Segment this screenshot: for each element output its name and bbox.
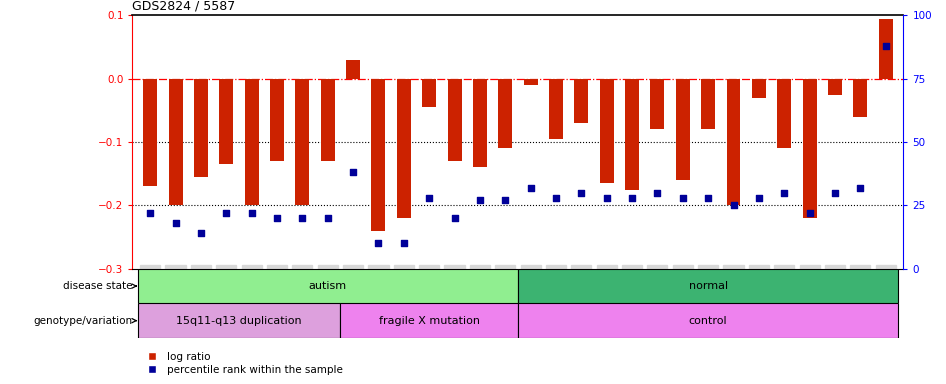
Point	[168, 220, 184, 226]
Bar	[625, 79, 639, 190]
Point	[878, 43, 893, 49]
Point	[777, 190, 792, 196]
Bar	[853, 79, 867, 117]
Point	[270, 215, 285, 221]
Point	[295, 215, 310, 221]
Text: GDS2824 / 5587: GDS2824 / 5587	[132, 0, 236, 13]
Legend: log ratio, percentile rank within the sample: log ratio, percentile rank within the sa…	[138, 348, 347, 379]
Bar	[752, 79, 766, 98]
Bar	[651, 79, 664, 129]
Point	[523, 185, 538, 191]
Bar	[137, 269, 517, 303]
Point	[852, 185, 867, 191]
Point	[751, 195, 766, 201]
Bar	[473, 79, 487, 167]
Bar	[168, 79, 183, 205]
Point	[828, 190, 843, 196]
Point	[320, 215, 335, 221]
Bar	[600, 79, 614, 183]
Point	[422, 195, 437, 201]
Bar	[194, 79, 208, 177]
Point	[396, 240, 412, 247]
Bar	[143, 79, 157, 187]
Bar	[517, 269, 899, 303]
Point	[701, 195, 716, 201]
Bar	[675, 79, 690, 180]
Bar	[346, 60, 360, 79]
Text: autism: autism	[308, 281, 347, 291]
Text: 15q11-q13 duplication: 15q11-q13 duplication	[176, 316, 302, 326]
Point	[624, 195, 639, 201]
Bar	[396, 79, 411, 218]
Bar	[219, 79, 234, 164]
Text: control: control	[689, 316, 727, 326]
Bar	[295, 79, 309, 205]
Point	[472, 197, 487, 204]
Bar	[372, 79, 385, 231]
Point	[549, 195, 564, 201]
Point	[345, 169, 360, 175]
Point	[675, 195, 691, 201]
Point	[498, 197, 513, 204]
Bar	[727, 79, 741, 205]
Point	[447, 215, 462, 221]
Point	[574, 190, 589, 196]
Point	[599, 195, 614, 201]
Point	[219, 210, 234, 216]
Point	[371, 240, 386, 247]
Bar	[341, 303, 518, 338]
Bar	[778, 79, 791, 149]
Text: disease state: disease state	[63, 281, 136, 291]
Bar	[524, 79, 537, 85]
Bar	[879, 18, 893, 79]
Point	[193, 230, 208, 237]
Bar	[828, 79, 842, 94]
Point	[650, 190, 665, 196]
Text: fragile X mutation: fragile X mutation	[378, 316, 480, 326]
Bar	[517, 303, 899, 338]
Point	[244, 210, 259, 216]
Bar	[574, 79, 588, 123]
Text: normal: normal	[689, 281, 727, 291]
Bar	[422, 79, 436, 107]
Bar	[270, 79, 284, 161]
Text: genotype/variation: genotype/variation	[33, 316, 136, 326]
Bar	[321, 79, 335, 161]
Bar	[245, 79, 258, 205]
Bar	[701, 79, 715, 129]
Bar	[137, 303, 341, 338]
Bar	[447, 79, 462, 161]
Point	[802, 210, 817, 216]
Point	[143, 210, 158, 216]
Point	[726, 202, 741, 209]
Bar	[802, 79, 816, 218]
Bar	[499, 79, 512, 149]
Bar	[549, 79, 563, 139]
